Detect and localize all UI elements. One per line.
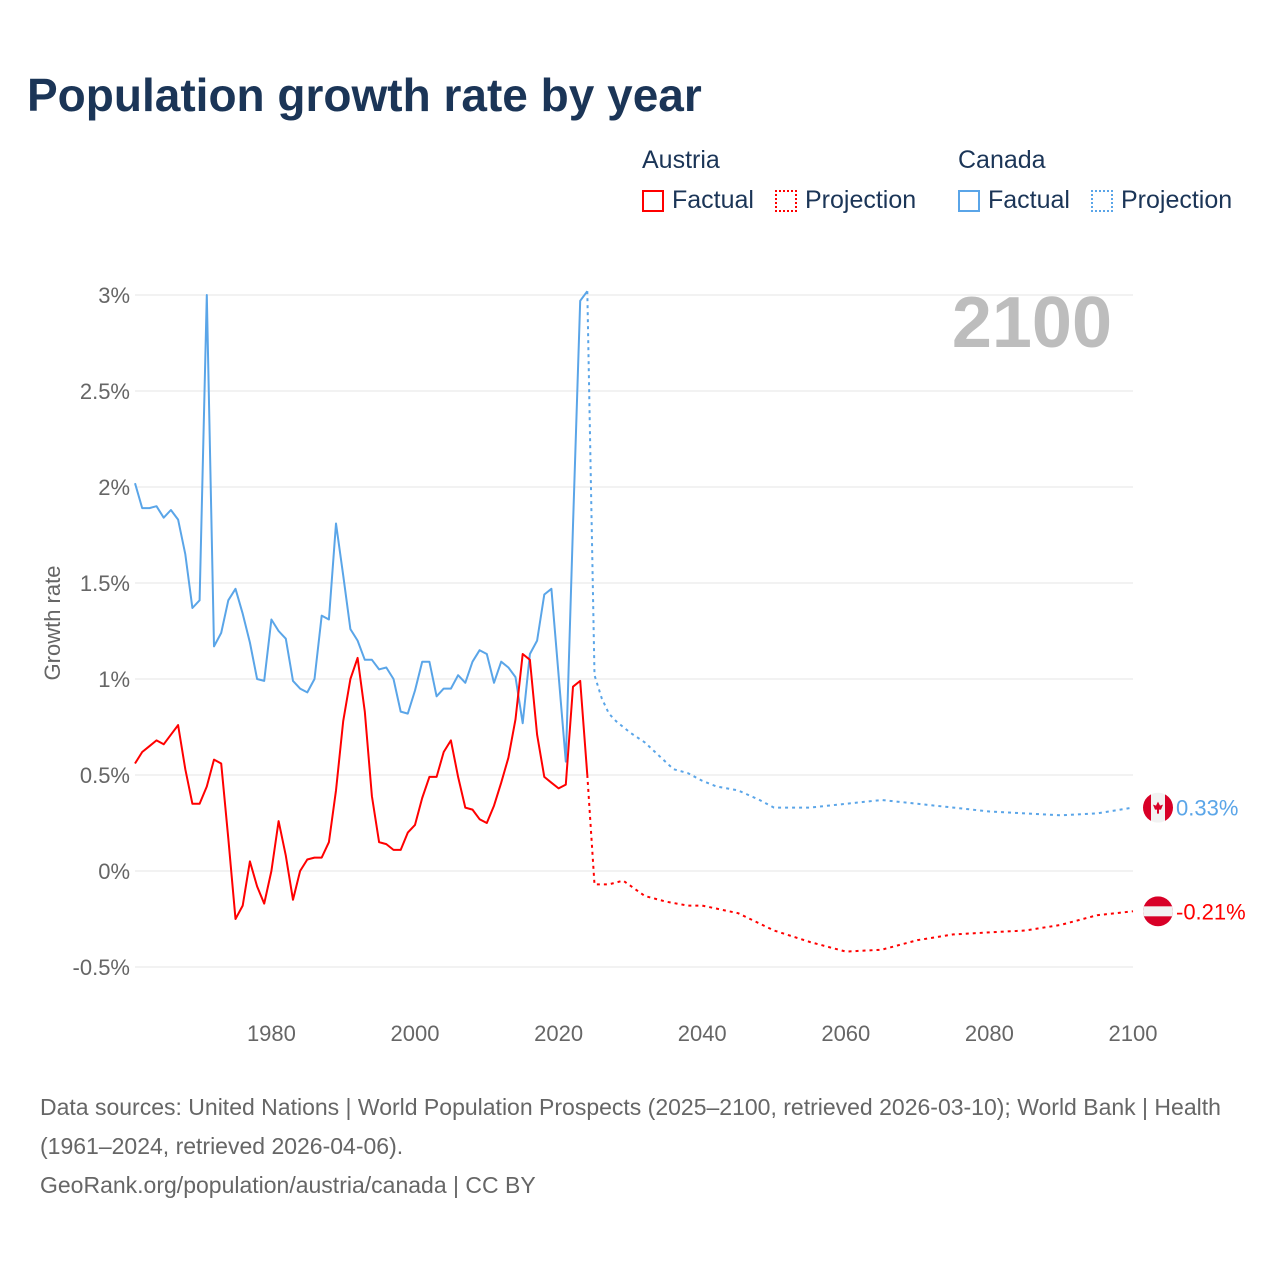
y-tick-label: 1.5% bbox=[80, 571, 130, 596]
end-value-label-austria: -0.21% bbox=[1176, 899, 1246, 924]
austria-factual-line bbox=[134, 653, 589, 920]
legend-austria-projection[interactable]: Projection bbox=[775, 186, 916, 215]
canada-projection-line bbox=[586, 291, 1134, 817]
canada-flag-icon bbox=[1143, 792, 1173, 823]
chart-title: Population growth rate by year bbox=[27, 69, 702, 121]
year-display: 2100 bbox=[951, 283, 1112, 363]
source-note: Data sources: United Nations | World Pop… bbox=[40, 1088, 1240, 1205]
x-tick-label: 2060 bbox=[821, 1021, 870, 1046]
x-tick-label: 2100 bbox=[1109, 1021, 1158, 1046]
legend-swatch-dotted bbox=[775, 189, 797, 212]
legend-swatch-solid bbox=[642, 189, 664, 212]
end-value-label-canada: 0.33% bbox=[1176, 796, 1238, 821]
legend-austria-factual[interactable]: Factual bbox=[642, 186, 754, 215]
y-tick-label: 1% bbox=[98, 667, 130, 692]
y-tick-label: 2% bbox=[98, 475, 130, 500]
legend-label: Projection bbox=[1121, 186, 1233, 214]
x-tick-label: 2000 bbox=[391, 1021, 440, 1046]
legend-swatch-dotted bbox=[1091, 189, 1113, 212]
y-tick-label: 3% bbox=[98, 283, 130, 308]
legend-group-canada: Canada bbox=[958, 146, 1046, 174]
y-axis-label: Growth rate bbox=[40, 565, 65, 681]
x-tick-label: 1980 bbox=[247, 1021, 296, 1046]
y-tick-label: 0.5% bbox=[80, 763, 130, 788]
canada-factual-line bbox=[134, 290, 589, 763]
sources-text: Data sources: United Nations | World Pop… bbox=[40, 1094, 1221, 1159]
y-tick-label: 2.5% bbox=[80, 379, 130, 404]
legend-label: Projection bbox=[805, 186, 917, 214]
x-tick-label: 2020 bbox=[534, 1021, 583, 1046]
legend-label: Factual bbox=[988, 186, 1070, 214]
y-tick-label: -0.5% bbox=[73, 955, 130, 980]
legend-canada-projection[interactable]: Projection bbox=[1091, 186, 1232, 215]
legend-group-austria: Austria bbox=[642, 146, 720, 174]
credit-text[interactable]: GeoRank.org/population/austria/canada | … bbox=[40, 1172, 536, 1198]
legend-swatch-solid bbox=[958, 189, 980, 212]
austria-flag-icon bbox=[1143, 896, 1173, 927]
austria-projection-line bbox=[586, 774, 1134, 953]
x-tick-label: 2040 bbox=[678, 1021, 727, 1046]
y-tick-label: 0% bbox=[98, 859, 130, 884]
legend-label: Factual bbox=[672, 186, 754, 214]
legend-canada-factual[interactable]: Factual bbox=[958, 186, 1070, 215]
x-tick-label: 2080 bbox=[965, 1021, 1014, 1046]
